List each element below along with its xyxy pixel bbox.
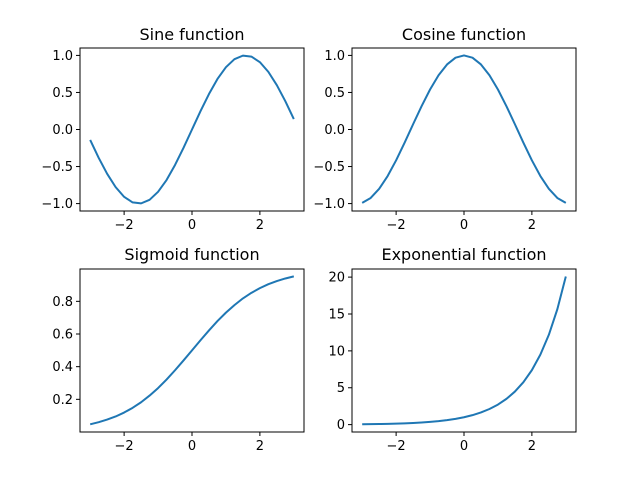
subplot-sine: Sine function −2 0 2 −1.0 −0.5 0.0 0.5 1.0 xyxy=(41,25,305,233)
y-tick-label: 1.0 xyxy=(324,49,345,64)
x-tick-label: 2 xyxy=(528,218,536,233)
x-tick-label: 2 xyxy=(256,218,264,233)
y-tick-label: 0.5 xyxy=(52,86,73,101)
x-tick-label: −2 xyxy=(115,218,134,233)
x-tick-label: −2 xyxy=(115,439,134,454)
x-tick-label: 2 xyxy=(528,439,536,454)
x-tick-label: 0 xyxy=(460,218,468,233)
x-tick-label: 2 xyxy=(256,439,264,454)
x-tick-label: −2 xyxy=(387,218,406,233)
y-tick-label: 20 xyxy=(328,271,345,286)
y-tick-label: 0.8 xyxy=(52,295,73,310)
y-tick-label: −0.5 xyxy=(41,160,73,175)
y-tick-label: 0.6 xyxy=(52,328,73,343)
y-tick-label: 0 xyxy=(337,418,345,433)
y-tick-label: −0.5 xyxy=(313,160,345,175)
subplot-cosine: Cosine function −2 0 2 −1.0 −0.5 0.0 0.5 1.0 xyxy=(313,25,577,233)
y-tick-label: −1.0 xyxy=(41,197,73,212)
subplot-title: Exponential function xyxy=(381,245,546,264)
y-tick-label: 15 xyxy=(328,307,345,322)
subplot-title: Sigmoid function xyxy=(124,245,259,264)
y-tick-label: 0.2 xyxy=(52,393,73,408)
series-line xyxy=(89,275,295,426)
x-tick-label: −2 xyxy=(387,439,406,454)
x-tick-label: 0 xyxy=(188,439,196,454)
y-tick-label: 1.0 xyxy=(52,49,73,64)
series-line xyxy=(89,54,295,205)
subplot-sigmoid: Sigmoid function −2 0 2 0.2 0.4 0.6 0.8 xyxy=(52,245,305,454)
y-tick-label: 5 xyxy=(337,381,345,396)
x-tick-label: 0 xyxy=(460,439,468,454)
subplot-title: Cosine function xyxy=(402,25,526,44)
series-line xyxy=(361,54,567,204)
series-line xyxy=(362,276,567,426)
y-tick-label: −1.0 xyxy=(313,197,345,212)
y-tick-label: 0.0 xyxy=(52,123,73,138)
x-tick-label: 0 xyxy=(188,218,196,233)
y-tick-label: 0.5 xyxy=(324,86,345,101)
y-tick-label: 0.0 xyxy=(324,123,345,138)
y-tick-label: 0.4 xyxy=(52,360,73,375)
subplot-title: Sine function xyxy=(139,25,244,44)
y-tick-label: 10 xyxy=(328,344,345,359)
